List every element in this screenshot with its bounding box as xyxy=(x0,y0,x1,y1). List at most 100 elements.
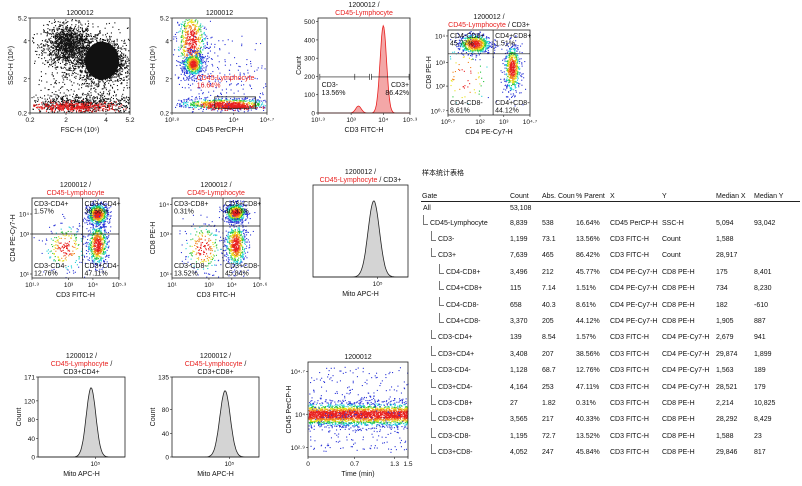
event-dot xyxy=(103,99,105,101)
event-dot xyxy=(94,105,96,107)
event-dot xyxy=(79,53,81,55)
event-dot xyxy=(197,38,199,40)
event-dot xyxy=(82,105,84,107)
event-dot xyxy=(98,83,100,85)
event-dot xyxy=(74,56,76,58)
event-dot xyxy=(72,73,74,75)
event-dot xyxy=(70,47,72,49)
event-dot xyxy=(70,45,72,47)
event-dot xyxy=(57,57,59,59)
event-dot xyxy=(68,49,70,51)
event-dot xyxy=(60,46,62,48)
event-dot xyxy=(86,106,88,108)
event-dot xyxy=(68,105,70,107)
event-dot xyxy=(35,100,37,102)
event-dot xyxy=(69,56,71,58)
event-dot xyxy=(73,51,75,53)
event-dot xyxy=(61,28,63,30)
event-dot xyxy=(85,51,87,53)
event-dot xyxy=(183,62,185,64)
event-dot xyxy=(121,63,123,65)
event-dot xyxy=(79,65,81,67)
event-dot xyxy=(33,104,35,106)
event-dot xyxy=(45,73,47,75)
event-dot xyxy=(82,51,84,53)
event-dot xyxy=(123,111,125,113)
event-dot xyxy=(66,78,68,80)
event-dot xyxy=(195,42,197,44)
event-dot xyxy=(97,103,99,105)
event-dot xyxy=(82,111,84,113)
event-dot xyxy=(63,39,65,41)
event-dot xyxy=(61,53,63,55)
event-dot xyxy=(76,65,78,67)
event-dot xyxy=(50,102,52,104)
event-dot xyxy=(40,43,42,45)
event-dot xyxy=(79,50,81,52)
event-dot xyxy=(61,42,63,44)
event-dot xyxy=(79,38,81,40)
event-dot xyxy=(83,59,85,61)
event-dot xyxy=(184,72,186,74)
event-dot xyxy=(183,40,185,42)
event-dot xyxy=(102,80,104,82)
event-dot xyxy=(53,30,55,32)
event-dot xyxy=(45,52,47,54)
event-dot xyxy=(90,75,92,77)
event-dot xyxy=(65,74,67,76)
event-dot xyxy=(99,39,101,41)
event-dot xyxy=(80,38,82,40)
event-dot xyxy=(84,110,86,112)
event-dot xyxy=(63,54,65,56)
event-dot xyxy=(113,109,115,111)
event-dot xyxy=(109,38,111,40)
event-dot xyxy=(184,75,186,77)
event-dot xyxy=(89,109,91,111)
event-dot xyxy=(51,101,53,103)
event-dot xyxy=(197,40,199,42)
event-dot xyxy=(38,84,40,86)
event-dot xyxy=(83,53,85,55)
event-dot xyxy=(84,111,86,113)
event-dot xyxy=(112,26,114,28)
event-dot xyxy=(188,79,190,81)
event-dot xyxy=(77,27,79,29)
event-dot xyxy=(126,79,128,81)
event-dot xyxy=(184,50,186,52)
event-dot xyxy=(90,83,92,85)
event-dot xyxy=(90,77,92,79)
event-dot xyxy=(206,35,208,37)
event-dot xyxy=(200,46,202,48)
event-dot xyxy=(73,108,75,110)
event-dot xyxy=(119,110,121,112)
event-dot xyxy=(193,48,195,50)
event-dot xyxy=(49,29,51,31)
event-dot xyxy=(86,45,88,47)
event-dot xyxy=(55,53,57,55)
event-dot xyxy=(60,43,62,45)
event-dot xyxy=(190,32,192,34)
event-dot xyxy=(39,111,41,113)
event-dot xyxy=(70,89,72,91)
event-dot xyxy=(45,100,47,102)
event-dot xyxy=(80,57,82,59)
event-dot xyxy=(55,35,57,37)
event-dot xyxy=(118,100,120,102)
event-dot xyxy=(86,72,88,74)
event-dot xyxy=(79,33,81,35)
event-dot xyxy=(63,55,65,57)
event-dot xyxy=(77,51,79,53)
event-dot xyxy=(50,108,52,110)
y-tick-label: 0.2 xyxy=(18,111,27,118)
event-dot xyxy=(84,82,86,84)
event-dot xyxy=(58,32,60,34)
event-dot xyxy=(81,93,83,95)
event-dot xyxy=(92,40,94,42)
event-dot xyxy=(93,81,95,83)
event-dot xyxy=(84,78,86,80)
event-dot xyxy=(52,104,54,106)
event-dot xyxy=(80,59,82,61)
event-dot xyxy=(74,41,76,43)
event-dot xyxy=(54,34,56,36)
event-dot xyxy=(125,105,127,107)
